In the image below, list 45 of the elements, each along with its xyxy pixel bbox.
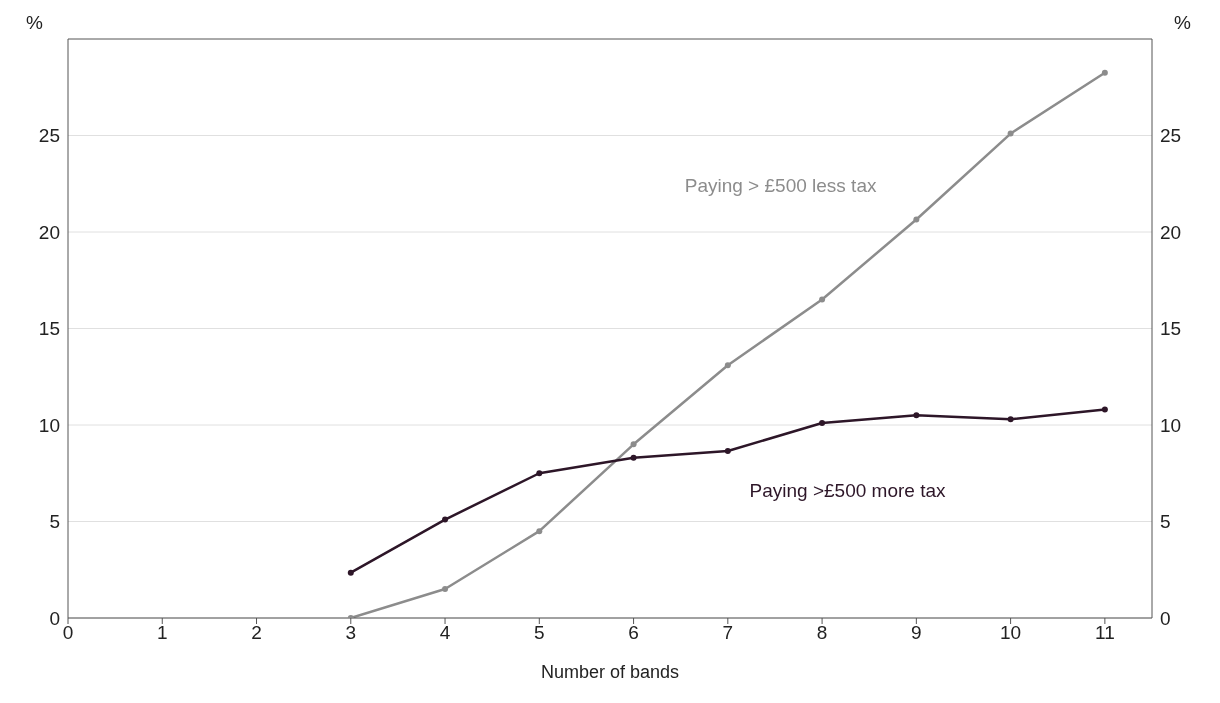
x-tick-label: 9 <box>911 622 922 644</box>
point <box>1101 406 1108 413</box>
point <box>347 569 354 576</box>
y-tick-label: 15 <box>38 318 60 340</box>
y2-tick-label: 25 <box>1160 125 1182 147</box>
x-tick-label: 11 <box>1095 622 1115 644</box>
point <box>630 441 637 448</box>
y2-tick-label: 15 <box>1160 318 1182 340</box>
point <box>819 296 826 303</box>
x-tick-label: 5 <box>534 622 545 644</box>
x-tick-label: 7 <box>722 622 734 644</box>
point <box>442 516 449 523</box>
point <box>913 412 920 419</box>
series-label: Paying >£500 more tax <box>749 480 946 503</box>
y-tick-label: 20 <box>38 221 60 243</box>
point <box>630 454 637 461</box>
y2-tick-label: 5 <box>1160 511 1171 533</box>
y2-tick-label: 20 <box>1160 221 1182 243</box>
y2-tick-label: 10 <box>1160 414 1182 436</box>
text: Paying > £500 less tax <box>684 174 877 197</box>
point <box>913 216 920 223</box>
y2-axis-title: % <box>1174 12 1191 34</box>
y-axis-title: % <box>26 12 43 34</box>
point <box>724 362 731 369</box>
point <box>819 420 826 427</box>
x-tick-label: 4 <box>439 622 451 644</box>
point <box>1101 69 1108 76</box>
point <box>536 470 543 477</box>
x-tick-label: 3 <box>345 622 357 644</box>
x-tick-label: 6 <box>628 622 639 644</box>
x-tick-label: 10 <box>1000 622 1022 644</box>
point <box>1007 416 1014 423</box>
y-tick-label: 5 <box>49 511 60 533</box>
point <box>724 448 731 455</box>
x-tick-label: 8 <box>816 622 828 644</box>
y2-tick-label: 0 <box>1160 607 1171 629</box>
y-tick-label: 10 <box>38 414 60 436</box>
x-tick-label: 2 <box>251 622 262 644</box>
x-tick-label: 1 <box>156 622 168 644</box>
point <box>442 586 449 593</box>
x-axis-title: Number of bands <box>540 662 680 682</box>
point <box>1007 130 1014 137</box>
y-tick-label: 25 <box>38 125 60 147</box>
point <box>536 528 543 535</box>
y-tick-label: 0 <box>49 607 60 629</box>
